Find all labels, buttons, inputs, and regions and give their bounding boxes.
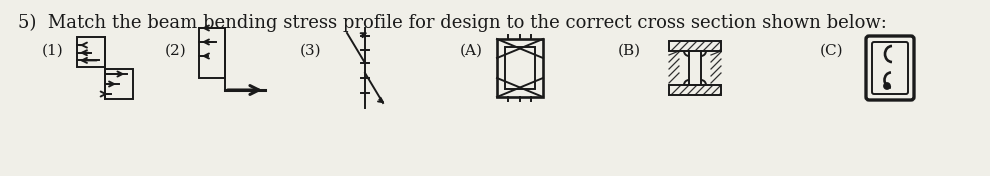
Text: 5)  Match the beam bending stress profile for design to the correct cross sectio: 5) Match the beam bending stress profile… (18, 14, 887, 32)
Bar (497, 39, 543, 97)
Bar (77, 37, 105, 67)
Text: (A): (A) (460, 44, 483, 58)
Circle shape (883, 83, 890, 90)
Bar (689, 51, 701, 85)
Bar (199, 28, 225, 78)
Text: (C): (C) (820, 44, 843, 58)
Text: (3): (3) (300, 44, 322, 58)
Text: (2): (2) (165, 44, 187, 58)
Bar (669, 41, 721, 51)
Bar (505, 47, 535, 89)
Bar (669, 85, 721, 95)
Text: (B): (B) (618, 44, 642, 58)
Bar (105, 69, 133, 99)
Text: (1): (1) (42, 44, 63, 58)
